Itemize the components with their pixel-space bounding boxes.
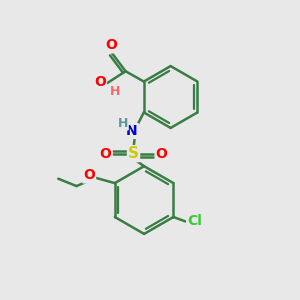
Text: S: S [128,146,139,161]
Text: O: O [94,75,106,89]
Text: O: O [105,38,117,52]
Text: H: H [117,117,128,130]
Text: O: O [156,147,167,161]
Text: Cl: Cl [188,214,202,228]
Text: N: N [126,124,138,138]
Text: H: H [110,85,120,98]
Text: O: O [100,147,112,161]
Text: O: O [83,169,95,182]
